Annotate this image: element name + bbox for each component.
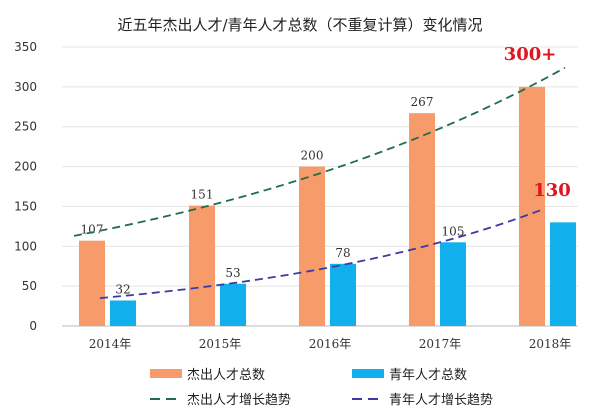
legend-label: 青年人才总数 [389, 368, 467, 383]
x-tick-label: 2017年 [419, 337, 462, 351]
bar-youth [550, 222, 576, 326]
bar-outstanding [189, 205, 215, 326]
legend-label: 杰出人才增长趋势 [187, 392, 291, 408]
legend-swatch [150, 369, 182, 378]
y-tick-label: 250 [14, 120, 37, 134]
legend-label: 杰出人才总数 [187, 368, 265, 383]
bar-youth [220, 283, 246, 326]
annotation: 300+ [504, 44, 557, 65]
bar-outstanding [409, 113, 435, 326]
bar-outstanding [299, 166, 325, 326]
trend-line [73, 66, 566, 237]
y-tick-label: 0 [29, 319, 37, 333]
y-tick-label: 350 [14, 40, 37, 54]
chart-title: 近五年杰出人才/青年人才总数（不重复计算）变化情况 [117, 16, 482, 34]
legend-label: 青年人才增长趋势 [389, 392, 493, 408]
data-label: 151 [191, 188, 214, 202]
data-label: 32 [115, 282, 130, 296]
x-tick-label: 2018年 [529, 337, 572, 351]
bar-outstanding [79, 240, 105, 326]
bar-youth [330, 263, 356, 326]
y-tick-label: 100 [14, 239, 37, 253]
data-label: 107 [81, 223, 104, 237]
annotation: 130 [533, 180, 571, 201]
x-tick-label: 2015年 [199, 337, 242, 351]
legend-swatch [352, 369, 384, 378]
y-tick-label: 200 [14, 160, 37, 174]
data-label: 105 [442, 224, 465, 238]
x-tick-label: 2014年 [89, 337, 132, 351]
data-label: 78 [335, 246, 350, 260]
y-tick-label: 150 [14, 199, 37, 213]
trend-line [99, 209, 541, 299]
bar-outstanding [519, 86, 545, 326]
data-label: 200 [301, 149, 324, 163]
y-tick-label: 300 [14, 80, 37, 94]
bar-youth [110, 300, 136, 326]
x-tick-label: 2016年 [309, 337, 352, 351]
y-tick-label: 50 [22, 279, 37, 293]
data-label: 267 [411, 95, 434, 109]
bar-youth [440, 242, 466, 326]
data-label: 53 [225, 266, 240, 280]
